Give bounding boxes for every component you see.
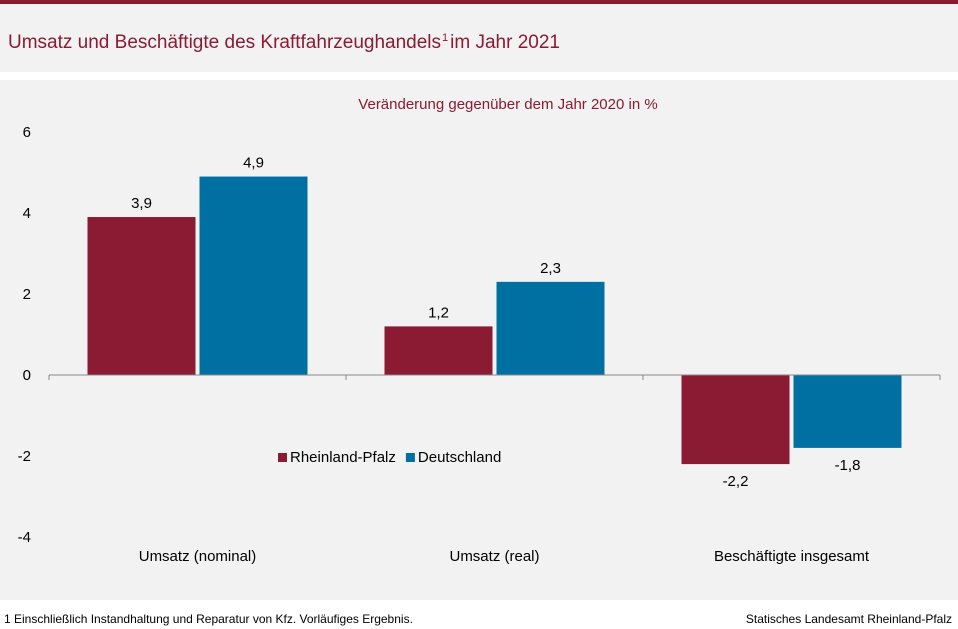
top-accent-rule bbox=[0, 0, 958, 4]
y-tick-label: 6 bbox=[23, 124, 31, 141]
y-tick-label: -2 bbox=[18, 448, 31, 465]
data-label: 4,9 bbox=[243, 155, 264, 172]
chart-subtitle: Veränderung gegenüber dem Jahr 2020 in % bbox=[358, 96, 658, 113]
legend-label: Rheinland-Pfalz bbox=[290, 449, 396, 466]
category-label: Beschäftigte insgesamt bbox=[714, 548, 870, 565]
legend: Rheinland-Pfalz Deutschland bbox=[278, 449, 501, 466]
category-label: Umsatz (nominal) bbox=[139, 548, 257, 565]
legend-swatch bbox=[405, 453, 415, 462]
data-label: 3,9 bbox=[131, 195, 152, 212]
legend-swatch bbox=[278, 453, 287, 462]
legend-label: Deutschland bbox=[418, 449, 501, 466]
category-label: Umsatz (real) bbox=[449, 548, 539, 565]
y-tick-label: 2 bbox=[23, 286, 31, 303]
title-bar: Umsatz und Beschäftigte des Kraftfahrzeu… bbox=[0, 4, 958, 72]
page-title: Umsatz und Beschäftigte des Kraftfahrzeu… bbox=[8, 32, 560, 54]
footnote: 1 Einschließlich Instandhaltung und Repa… bbox=[4, 612, 413, 626]
y-tick-label: 0 bbox=[23, 367, 31, 384]
bar bbox=[681, 375, 790, 465]
title-footnote-marker: 1 bbox=[442, 32, 449, 44]
data-label: -2,2 bbox=[723, 473, 749, 490]
data-label: 1,2 bbox=[428, 304, 449, 321]
axis-layer: 6 4 2 0 -2 -4 bbox=[18, 124, 941, 546]
bar bbox=[384, 326, 493, 375]
bar bbox=[87, 217, 196, 375]
y-tick-label: 4 bbox=[23, 205, 31, 222]
labels-layer: 3,9 4,9 Umsatz (nominal) 1,2 2,3 Umsatz (real… bbox=[131, 155, 870, 565]
data-label: -1,8 bbox=[835, 457, 861, 474]
bar bbox=[793, 375, 902, 448]
bar bbox=[199, 176, 308, 375]
bars-layer bbox=[87, 176, 902, 465]
bar bbox=[496, 281, 605, 375]
source-note: Statisches Landesamt Rheinland-Pfalz bbox=[745, 612, 952, 626]
y-tick-label: -4 bbox=[18, 529, 31, 546]
data-label: 2,3 bbox=[540, 260, 561, 277]
title-suffix: im Jahr 2021 bbox=[450, 32, 560, 53]
title-main: Umsatz und Beschäftigte des Kraftfahrzeu… bbox=[8, 32, 442, 53]
